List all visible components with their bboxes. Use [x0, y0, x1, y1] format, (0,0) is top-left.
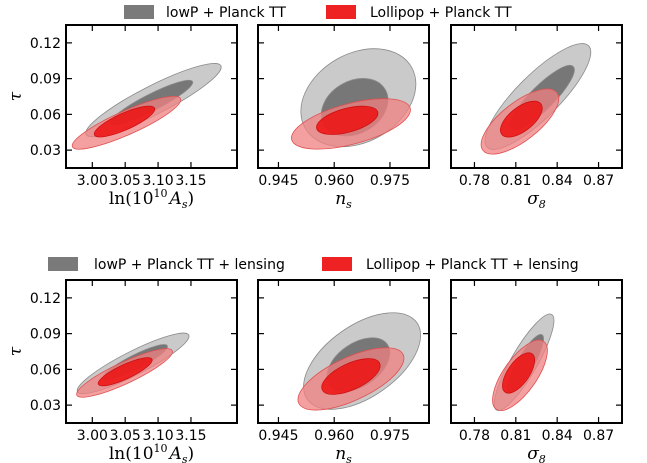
x-tick-label: 3.00: [77, 173, 108, 189]
legend: lowP + Planck TT + lensing Lollipop + Pla…: [48, 257, 579, 273]
panel-frame: [257, 279, 430, 424]
y-tick-label: 0.06: [30, 362, 61, 378]
y-tick-label: 0.09: [30, 72, 61, 88]
x-tick-label: 3.00: [77, 428, 108, 444]
y-tick-label: 0.03: [30, 398, 61, 414]
legend: lowP + Planck TT Lollipop + Planck TT: [124, 5, 512, 21]
panel-frame: [257, 24, 430, 169]
panel-2: 0.945 0.960 0.975 ns: [257, 279, 430, 463]
x-tick-label: 0.975: [370, 428, 410, 444]
y-tick-label: 0.12: [30, 291, 61, 307]
x-axis-label: σ8: [527, 444, 546, 463]
x-tick-label: 0.84: [542, 173, 573, 189]
x-tick-label: 0.78: [459, 173, 490, 189]
panel-frame: [65, 24, 238, 169]
contours: [480, 43, 592, 155]
y-tick-label: 0.09: [30, 327, 61, 343]
panel-2: 0.945 0.960 0.975 ns: [257, 24, 430, 211]
legend-entry: Lollipop + Planck TT: [370, 5, 512, 21]
x-tick-label: 0.975: [370, 173, 410, 189]
y-axis-label: τ: [6, 346, 26, 356]
contours: [291, 48, 417, 150]
x-tick-label: 3.05: [110, 173, 141, 189]
contours: [76, 332, 190, 398]
contour-red-68: [502, 352, 536, 394]
legend-entry: lowP + Planck TT: [166, 5, 286, 21]
contour-red-68: [93, 105, 156, 138]
contour-red-68: [316, 105, 379, 135]
x-tick-label: 0.87: [583, 428, 614, 444]
legend-swatch: [326, 5, 356, 19]
x-axis-label: ln(1010 As): [109, 187, 194, 211]
y-tick-label: 0.03: [30, 143, 61, 159]
x-tick-label: 3.15: [175, 428, 206, 444]
contours: [297, 312, 422, 411]
x-tick-label: 3.10: [142, 428, 173, 444]
x-axis-label: σ8: [527, 189, 546, 211]
chart-row-1: lowP + Planck TT Lollipop + Planck TT τ 0.0…: [6, 5, 623, 211]
panel-3: 0.78 0.81 0.84 0.87 σ8: [450, 279, 623, 463]
x-tick-label: 0.960: [314, 428, 354, 444]
y-axis-label: τ: [6, 91, 26, 101]
contours: [492, 313, 555, 411]
panel-frame: [450, 24, 623, 169]
chart-row-2: lowP + Planck TT + lensing Lollipop + Pla…: [6, 257, 623, 463]
x-tick-label: 0.945: [258, 428, 298, 444]
legend-entry: lowP + Planck TT + lensing: [94, 257, 285, 273]
x-tick-label: 0.81: [500, 428, 531, 444]
x-tick-label: 0.87: [583, 173, 614, 189]
contours: [71, 63, 222, 150]
x-tick-label: 0.84: [542, 428, 573, 444]
legend-swatch: [322, 257, 352, 271]
contour-red-68: [321, 358, 381, 395]
legend-entry: Lollipop + Planck TT + lensing: [366, 257, 579, 273]
x-tick-label: 0.960: [314, 173, 354, 189]
contour-red-68: [97, 357, 153, 387]
x-tick-label: 3.15: [175, 173, 206, 189]
x-tick-label: 3.05: [110, 428, 141, 444]
panel-3: 0.78 0.81 0.84 0.87 σ8: [450, 24, 623, 211]
x-tick-label: 0.81: [500, 173, 531, 189]
legend-swatch: [124, 5, 154, 19]
x-axis-label: ns: [335, 444, 352, 463]
x-axis-label: ln(1010 As): [109, 442, 194, 463]
y-tick-label: 0.12: [30, 36, 61, 52]
x-axis-label: ns: [335, 189, 352, 211]
panel-frame: [450, 279, 623, 424]
legend-swatch: [48, 257, 78, 271]
panel-frame: [65, 279, 238, 424]
contour-red-68: [500, 100, 543, 138]
y-tick-label: 0.06: [30, 107, 61, 123]
x-tick-label: 0.945: [258, 173, 298, 189]
x-tick-label: 3.10: [142, 173, 173, 189]
x-tick-label: 0.78: [459, 428, 490, 444]
